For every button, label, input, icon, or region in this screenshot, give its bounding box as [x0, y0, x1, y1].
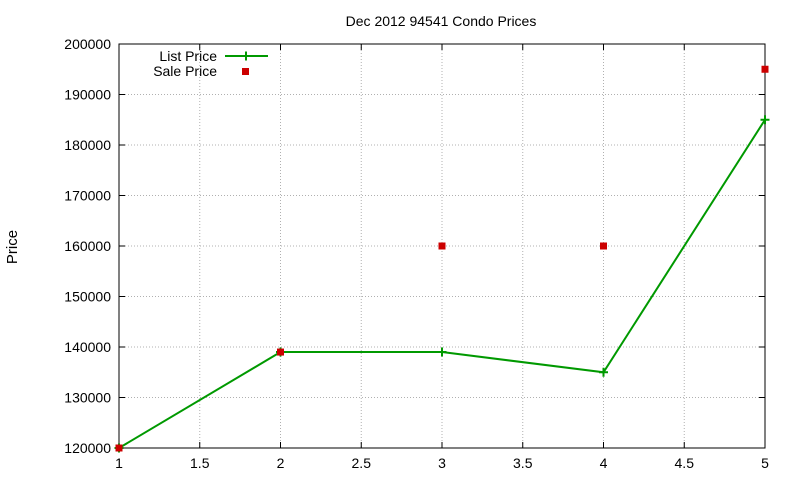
list-price-point [437, 347, 447, 357]
y-tick-label: 180000 [64, 137, 111, 153]
tick-labels: 1 1.5 2 2.5 3 3.5 4 4.5 5 120000 130000 140000 15000… [64, 36, 769, 471]
x-tick-label: 2.5 [352, 455, 372, 471]
sale-price-point [600, 242, 607, 250]
sale-price-point [438, 242, 446, 250]
sale-price-point [277, 348, 284, 356]
legend-marker-list-price [241, 51, 251, 61]
legend-label-sale-price: Sale Price [153, 63, 217, 79]
chart-title: Dec 2012 94541 Condo Prices [346, 13, 537, 29]
x-tick-label: 3.5 [513, 455, 533, 471]
y-tick-label: 160000 [64, 238, 111, 254]
y-tick-label: 150000 [64, 289, 111, 305]
list-price-point [599, 367, 608, 377]
x-tick-label: 3 [438, 455, 446, 471]
legend-marker-sale-price [242, 68, 249, 75]
y-tick-label: 140000 [64, 339, 111, 355]
y-tick-label: 130000 [64, 390, 111, 406]
x-tick-label: 1.5 [190, 455, 210, 471]
y-tick-label: 200000 [64, 36, 111, 52]
x-tick-label: 4 [600, 455, 608, 471]
x-tick-label: 1 [115, 455, 123, 471]
x-tick-label: 2 [277, 455, 285, 471]
y-tick-label: 190000 [64, 87, 111, 103]
legend: List Price Sale Price [153, 48, 268, 79]
x-tick-label: 4.5 [675, 455, 695, 471]
x-tick-label: 5 [761, 455, 769, 471]
y-tick-label: 170000 [64, 188, 111, 204]
sale-price-point [115, 444, 123, 452]
sale-price-point [761, 65, 769, 73]
y-tick-label: 120000 [64, 440, 111, 456]
list-price-point [760, 115, 770, 125]
data-series [114, 65, 770, 453]
y-axis-label: Price [4, 230, 21, 264]
plot-frame [118, 43, 766, 449]
legend-label-list-price: List Price [159, 48, 217, 64]
